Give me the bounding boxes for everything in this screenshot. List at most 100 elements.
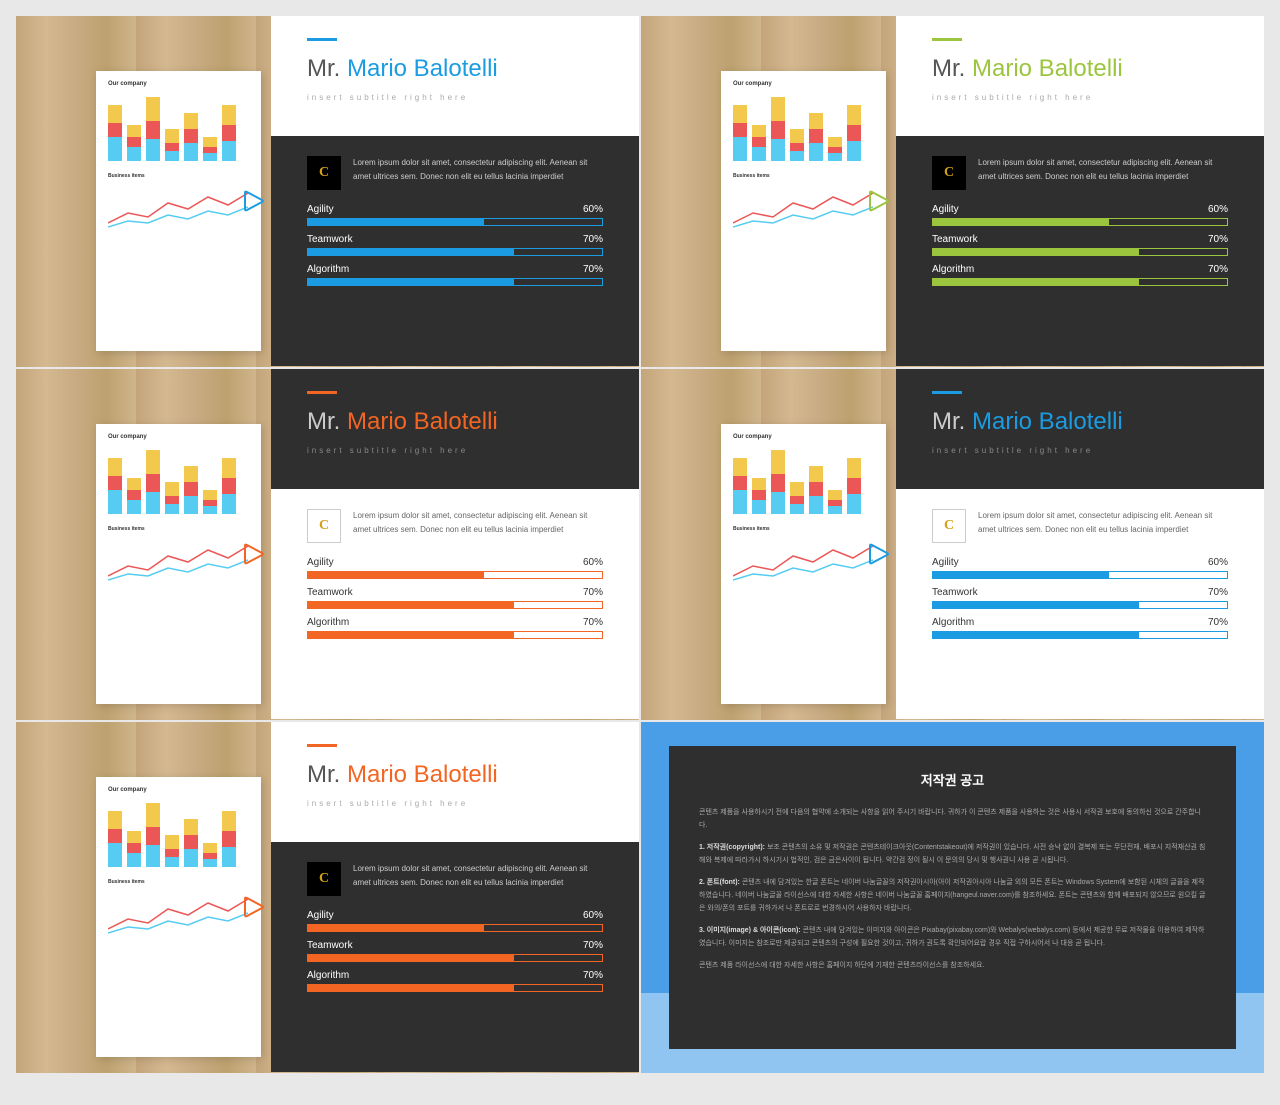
skill-label: Algorithm bbox=[307, 970, 349, 981]
skill-pct: 70% bbox=[1208, 264, 1228, 275]
bar-chart bbox=[96, 797, 261, 867]
skill-pct: 70% bbox=[583, 970, 603, 981]
skill-row: Teamwork 70% bbox=[307, 234, 603, 256]
slide-2: Our company Business items Mr. Mario Bal… bbox=[641, 16, 1264, 367]
skill-row: Agility 60% bbox=[307, 204, 603, 226]
slide-4: Our company Business items Mr. Mario Bal… bbox=[641, 369, 1264, 720]
header: Mr. Mario Balotelli insert subtitle righ… bbox=[271, 16, 639, 136]
skill-bar bbox=[932, 278, 1228, 286]
content: C Lorem ipsum dolor sit amet, consectetu… bbox=[271, 842, 639, 1072]
subtitle: insert subtitle right here bbox=[932, 446, 1228, 455]
slide-3: Our company Business items Mr. Mario Bal… bbox=[16, 369, 639, 720]
accent-line bbox=[307, 744, 337, 747]
skill-label: Algorithm bbox=[932, 617, 974, 628]
skill-pct: 70% bbox=[1208, 234, 1228, 245]
bar-chart bbox=[96, 444, 261, 514]
header: Mr. Mario Balotelli insert subtitle righ… bbox=[896, 16, 1264, 136]
copyright-p2: 1. 저작권(copyright): 보조 콘텐츠의 소유 및 저작권은 콘텐츠… bbox=[699, 842, 1206, 867]
play-icon bbox=[865, 541, 891, 567]
badge-icon: C bbox=[307, 509, 341, 543]
copyright-p3: 2. 폰트(font): 콘텐츠 내에 담겨있는 한글 폰트는 네이버 나눔글꼴… bbox=[699, 877, 1206, 915]
skill-bar bbox=[307, 218, 603, 226]
skill-row: Teamwork70% bbox=[307, 940, 603, 962]
play-icon bbox=[865, 188, 891, 214]
skill-bar bbox=[307, 278, 603, 286]
skill-label: Teamwork bbox=[932, 587, 978, 598]
skill-label: Teamwork bbox=[932, 234, 978, 245]
title: Mr. Mario Balotelli bbox=[307, 761, 603, 789]
line-chart bbox=[733, 185, 874, 235]
skill-bar bbox=[932, 248, 1228, 256]
skill-label: Algorithm bbox=[307, 264, 349, 275]
accent-line bbox=[932, 391, 962, 394]
skill-row: Teamwork70% bbox=[932, 587, 1228, 609]
paper-title-1: Our company bbox=[96, 424, 261, 444]
paper-title-2: Business items bbox=[721, 167, 886, 181]
skill-label: Agility bbox=[932, 204, 959, 215]
lorem-text: Lorem ipsum dolor sit amet, consectetur … bbox=[353, 156, 603, 190]
accent-line bbox=[307, 38, 337, 41]
skill-label: Algorithm bbox=[307, 617, 349, 628]
skill-bar bbox=[307, 571, 603, 579]
bar-chart bbox=[96, 91, 261, 161]
copyright-slide: 저작권 공고 콘텐츠 제품을 사용하시기 전에 다음의 협약에 소개되는 사항을… bbox=[641, 722, 1264, 1073]
skill-row: Algorithm70% bbox=[307, 617, 603, 639]
skill-pct: 60% bbox=[583, 557, 603, 568]
slide-5: Our company Business items Mr. Mario Bal… bbox=[16, 722, 639, 1073]
skill-row: Algorithm 70% bbox=[307, 970, 603, 992]
skill-pct: 70% bbox=[583, 264, 603, 275]
skill-label: Agility bbox=[307, 204, 334, 215]
badge-icon: C bbox=[307, 156, 341, 190]
skill-pct: 70% bbox=[583, 940, 603, 951]
content-panel: Mr. Mario Balotelli insert subtitle righ… bbox=[271, 16, 639, 367]
skill-pct: 60% bbox=[583, 910, 603, 921]
content: C Lorem ipsum dolor sit amet, consectetu… bbox=[896, 136, 1264, 366]
skill-row: Teamwork 70% bbox=[932, 234, 1228, 256]
bar-chart bbox=[721, 444, 886, 514]
skill-pct: 60% bbox=[583, 204, 603, 215]
skill-pct: 60% bbox=[1208, 557, 1228, 568]
line-chart bbox=[108, 185, 249, 235]
paper-title-2: Business items bbox=[96, 167, 261, 181]
skill-row: Teamwork70% bbox=[307, 587, 603, 609]
skill-bar bbox=[932, 218, 1228, 226]
skill-bar bbox=[307, 984, 603, 992]
skill-pct: 70% bbox=[1208, 617, 1228, 628]
skill-row: Agility 60% bbox=[307, 910, 603, 932]
skill-row: Agility 60% bbox=[932, 204, 1228, 226]
copyright-p1: 콘텐츠 제품을 사용하시기 전에 다음의 협약에 소개되는 사항을 읽어 주시기… bbox=[699, 807, 1206, 832]
header: Mr. Mario Balotelli insert subtitle righ… bbox=[271, 722, 639, 842]
skill-row: Algorithm70% bbox=[932, 264, 1228, 286]
play-icon bbox=[240, 541, 266, 567]
skill-pct: 70% bbox=[583, 587, 603, 598]
content-panel: Mr. Mario Balotelli insert subtitle righ… bbox=[271, 722, 639, 1073]
skill-row: Agility60% bbox=[307, 557, 603, 579]
skill-pct: 70% bbox=[583, 234, 603, 245]
play-icon bbox=[240, 188, 266, 214]
title: Mr. Mario Balotelli bbox=[932, 55, 1228, 83]
accent-line bbox=[307, 391, 337, 394]
content: C Lorem ipsum dolor sit amet, consectetu… bbox=[896, 489, 1264, 719]
line-chart bbox=[108, 538, 249, 588]
paper-chart: Our company Business items bbox=[721, 71, 886, 351]
badge-icon: C bbox=[932, 156, 966, 190]
content-panel: Mr. Mario Balotelli insert subtitle righ… bbox=[896, 16, 1264, 367]
skill-label: Agility bbox=[307, 910, 334, 921]
badge-icon: C bbox=[307, 862, 341, 896]
paper-title-1: Our company bbox=[721, 424, 886, 444]
paper-title-2: Business items bbox=[96, 520, 261, 534]
lorem-text: Lorem ipsum dolor sit amet, consectetur … bbox=[353, 862, 603, 896]
badge-icon: C bbox=[932, 509, 966, 543]
skill-label: Teamwork bbox=[307, 234, 353, 245]
skill-bar bbox=[307, 631, 603, 639]
paper-title-2: Business items bbox=[721, 520, 886, 534]
title: Mr. Mario Balotelli bbox=[307, 55, 603, 83]
content-panel: Mr. Mario Balotelli insert subtitle righ… bbox=[896, 369, 1264, 720]
skill-bar bbox=[307, 601, 603, 609]
content-panel: Mr. Mario Balotelli insert subtitle righ… bbox=[271, 369, 639, 720]
copyright-p5: 콘텐츠 제품 라이선스에 대한 자세한 사항은 홈페이지 하단에 기재한 콘텐츠… bbox=[699, 960, 1206, 973]
skill-bar bbox=[932, 631, 1228, 639]
skill-bar bbox=[307, 924, 603, 932]
skill-pct: 60% bbox=[1208, 204, 1228, 215]
paper-chart: Our company Business items bbox=[96, 424, 261, 704]
